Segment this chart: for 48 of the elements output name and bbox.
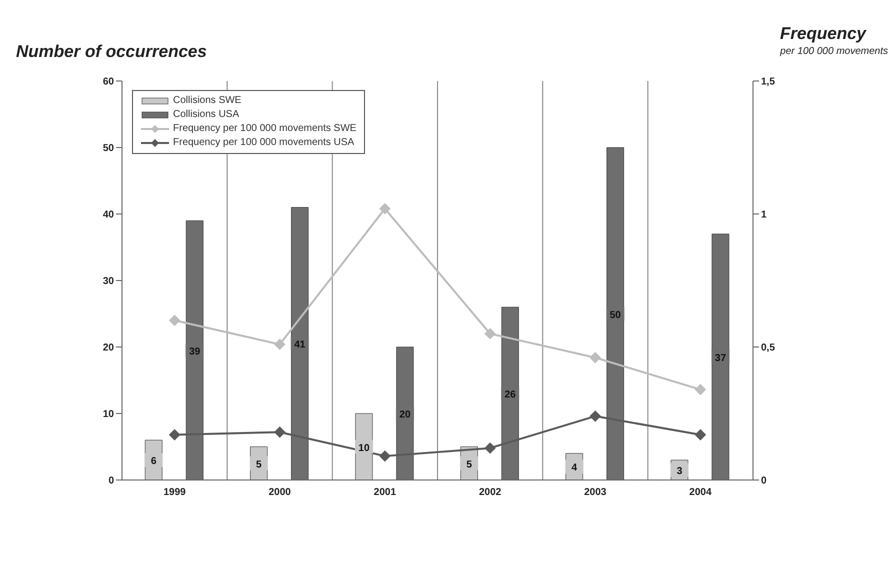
point: [379, 450, 390, 462]
y2-axis-title: Frequency: [780, 24, 866, 44]
y2-tick-label: 0,5: [761, 342, 776, 354]
point: [169, 314, 180, 326]
point: [484, 328, 496, 340]
y-tick-label: 50: [102, 143, 114, 154]
x-tick-label: 2001: [374, 487, 396, 498]
data-label: 39: [189, 346, 201, 358]
legend-label: Collisions SWE: [173, 94, 242, 108]
data-label: 10: [358, 442, 370, 454]
point: [694, 384, 706, 396]
y2-tick-label: 1: [761, 210, 767, 221]
y-tick-label: 20: [102, 342, 114, 354]
y-tick-label: 40: [102, 210, 114, 221]
legend-label: Frequency per 100 000 movements SWE: [173, 122, 356, 136]
data-label: 37: [714, 352, 726, 364]
y-tick-label: 0: [108, 476, 114, 487]
data-label: 6: [150, 456, 157, 468]
y2-tick-label: 0: [761, 476, 767, 487]
y2-tick-label: 1,5: [761, 76, 776, 88]
text: per 100 000 movements: [780, 46, 888, 57]
legend-label: Frequency per 100 000 movements USA: [173, 136, 354, 150]
legend-label: Collisions USA: [173, 108, 240, 122]
data-label: 5: [466, 459, 472, 470]
point: [274, 338, 286, 350]
point: [379, 203, 390, 214]
point: [694, 429, 706, 440]
y-tick-label: 60: [102, 76, 114, 88]
y-tick-label: 30: [102, 276, 114, 288]
point: [169, 429, 180, 440]
data-label: 41: [294, 340, 306, 351]
data-label: 3: [676, 466, 683, 478]
point: [274, 426, 286, 438]
text: Number of occurrences: [16, 42, 207, 62]
data-label: 4: [572, 462, 578, 474]
point: [590, 352, 601, 364]
point: [484, 442, 496, 454]
y-tick-label: 10: [102, 409, 114, 420]
data-label: 20: [399, 410, 411, 420]
data-label: 26: [504, 390, 516, 401]
data-label: 50: [610, 310, 622, 321]
x-tick-label: 2000: [268, 487, 292, 498]
x-tick-label: 1999: [163, 487, 186, 498]
data-label: 5: [256, 459, 262, 470]
point: [590, 410, 601, 422]
x-tick-label: 2003: [584, 487, 607, 498]
x-tick-label: 2004: [689, 487, 712, 498]
x-tick-label: 2002: [478, 487, 502, 498]
